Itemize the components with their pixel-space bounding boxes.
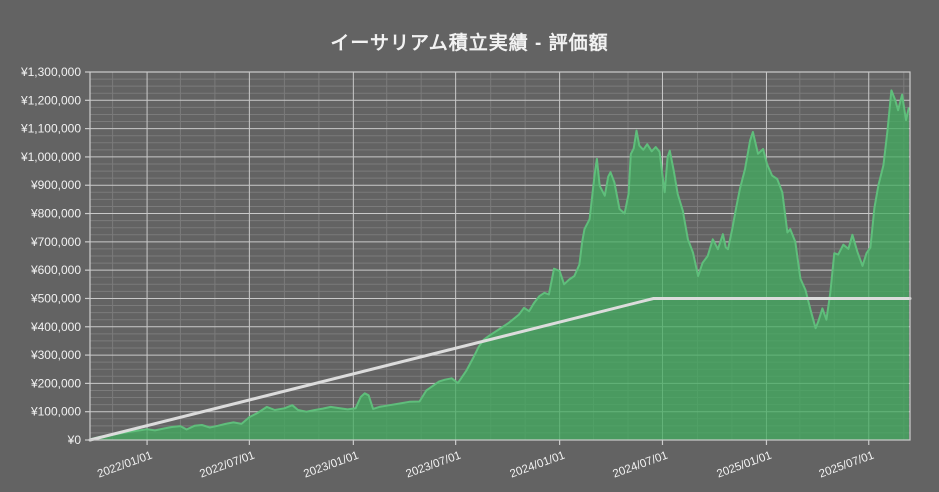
x-tick-label: 2024/01/01 [508,450,566,481]
y-tick-label: ¥700,000 [30,235,81,249]
x-tick-label: 2025/01/01 [715,450,773,481]
plot-border [89,71,911,441]
y-tick-label: ¥600,000 [30,263,81,277]
y-tick-label: ¥300,000 [30,348,81,362]
x-tick-label: 2022/07/01 [198,450,256,481]
x-tick-label: 2024/07/01 [611,450,669,481]
y-tick-label: ¥1,000,000 [20,150,81,164]
y-axis-ticks [85,71,90,441]
y-tick-label: ¥1,300,000 [20,65,81,79]
y-tick-label: ¥1,100,000 [20,122,81,136]
y-tick-label: ¥0 [67,433,82,447]
y-tick-label: ¥200,000 [30,376,81,390]
y-tick-label: ¥400,000 [30,320,81,334]
x-axis-labels: 2022/01/01 2022/07/01 2023/01/01 2023/07/01… [96,450,876,481]
y-axis-labels: ¥0 ¥100,000 ¥200,000 ¥300,000 ¥400,000 ¥500,0… [20,65,81,447]
x-tick-label: 2022/01/01 [96,450,154,481]
principal-line [88,297,912,442]
y-tick-label: ¥1,200,000 [20,93,81,107]
y-tick-label: ¥900,000 [30,178,81,192]
y-tick-label: ¥100,000 [30,405,81,419]
y-tick-label: ¥800,000 [30,207,81,221]
chart-title: イーサリアム積立実績 - 評価額 [330,33,609,54]
valuation-area [89,89,910,441]
x-axis-ticks [146,440,870,445]
y-tick-label: ¥500,000 [30,291,81,305]
x-tick-label: 2023/01/01 [302,450,360,481]
x-tick-label: 2023/07/01 [404,450,462,481]
x-tick-label: 2025/07/01 [818,450,876,481]
